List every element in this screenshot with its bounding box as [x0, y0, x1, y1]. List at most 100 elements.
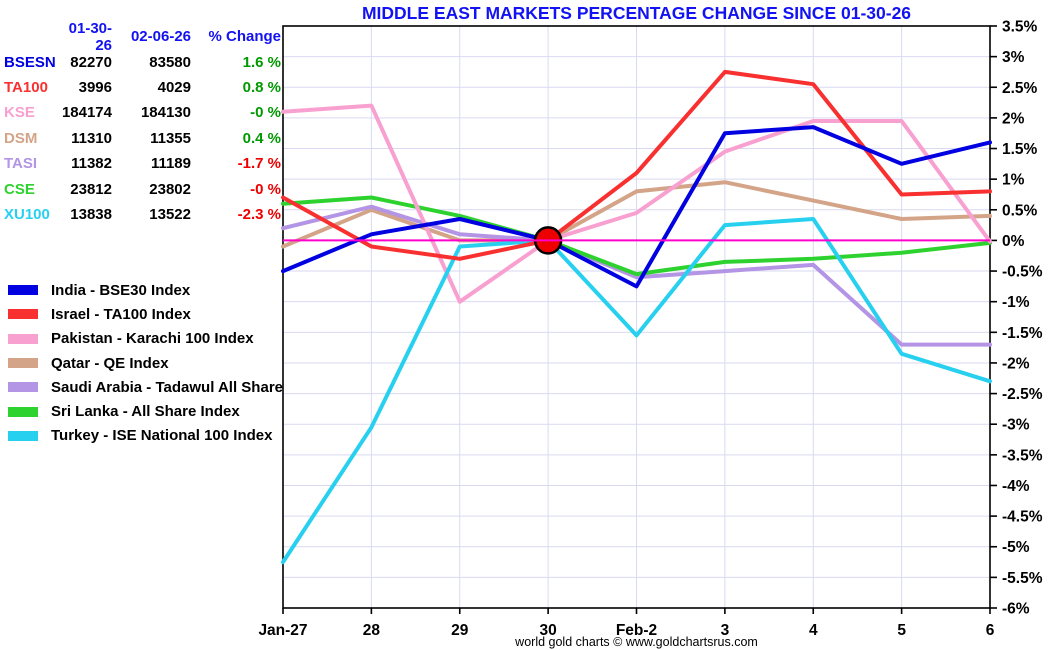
start-value: 11310 — [71, 129, 112, 147]
ticker-label: TA100 — [4, 78, 48, 96]
x-tick-label: Jan-27 — [258, 622, 307, 639]
legend-item: India - BSE30 Index — [8, 278, 283, 302]
y-tick-label: -5% — [1002, 539, 1030, 556]
y-tick-label: -0.5% — [1002, 264, 1043, 281]
y-tick-label: 0.5% — [1002, 202, 1038, 219]
legend-item: Turkey - ISE National 100 Index — [8, 424, 283, 448]
ticker-label: XU100 — [4, 205, 50, 223]
y-tick-label: 0% — [1002, 233, 1025, 250]
table-row: KSE 184174 184130 -0 % — [4, 100, 281, 125]
table-header-2: 02-06-26 — [130, 28, 191, 46]
end-value: 11189 — [150, 155, 191, 173]
table-row: DSM 11310 11355 0.4 % — [4, 126, 281, 151]
start-value: 3996 — [78, 78, 112, 96]
legend-label: Sri Lanka - All Share Index — [51, 403, 240, 421]
change-value: 0.8 % — [242, 78, 281, 96]
x-tick-label: 28 — [363, 622, 381, 639]
start-value: 23812 — [70, 180, 112, 198]
end-value: 11355 — [150, 129, 191, 147]
y-tick-label: -1% — [1002, 294, 1030, 311]
series-line-DSM — [281, 180, 992, 249]
legend-label: Qatar - QE Index — [51, 354, 169, 372]
x-tick-label: 30 — [540, 622, 557, 639]
y-tick-label: 2.5% — [1002, 80, 1038, 97]
y-tick-label: 1.5% — [1002, 141, 1038, 158]
y-tick-label: -5.5% — [1002, 570, 1043, 587]
legend-item: Saudi Arabia - Tadawul All Share — [8, 375, 283, 399]
start-value: 184174 — [61, 104, 112, 122]
legend-label: Turkey - ISE National 100 Index — [51, 427, 273, 445]
y-tick-label: -1.5% — [1002, 325, 1043, 342]
footer-credit: world gold charts © www.goldchartsrus.co… — [515, 635, 758, 649]
table-header-1: 01-30-26 — [68, 19, 112, 54]
change-value: 0.4 % — [242, 129, 281, 147]
legend-swatch — [8, 382, 38, 393]
legend-swatch — [8, 333, 38, 344]
table-row: TASI 11382 11189 -1.7 % — [4, 151, 281, 176]
ticker-label: DSM — [4, 129, 38, 147]
x-tick-label: Feb-2 — [616, 622, 657, 639]
table-row: BSESN 82270 83580 1.6 % — [4, 49, 281, 74]
legend-item: Israel - TA100 Index — [8, 302, 283, 326]
change-value: -0 % — [250, 104, 281, 122]
legend-swatch — [8, 358, 38, 369]
ticker-label: BSESN — [4, 53, 56, 71]
y-tick-label: 2% — [1002, 110, 1025, 127]
start-value: 82270 — [70, 53, 112, 71]
legend: India - BSE30 Index Israel - TA100 Index P… — [8, 278, 283, 448]
x-tick-label: 4 — [809, 622, 818, 639]
legend-swatch — [8, 285, 38, 296]
change-value: -0 % — [250, 180, 281, 198]
legend-item: Qatar - QE Index — [8, 351, 283, 375]
y-tick-label: -3% — [1002, 417, 1030, 434]
x-tick-label: 5 — [897, 622, 906, 639]
y-tick-label: 3% — [1002, 49, 1025, 66]
y-tick-label: 3.5% — [1002, 19, 1038, 36]
chart-title: MIDDLE EAST MARKETS PERCENTAGE CHANGE SI… — [361, 3, 912, 23]
x-tick-label: 29 — [451, 622, 469, 639]
legend-label: Israel - TA100 Index — [51, 305, 191, 323]
series-line-TA100 — [281, 69, 992, 261]
change-value: -1.7 % — [237, 155, 281, 173]
ticker-label: KSE — [4, 104, 35, 122]
change-value: 1.6 % — [242, 53, 281, 71]
table-row: CSE 23812 23802 -0 % — [4, 176, 281, 201]
y-tick-label: 1% — [1002, 172, 1025, 189]
end-value: 23802 — [149, 180, 191, 198]
series-line-KSE — [281, 103, 992, 304]
end-value: 184130 — [140, 104, 191, 122]
y-tick-label: -6% — [1002, 601, 1030, 618]
series-line-CSE — [281, 195, 992, 277]
start-value: 11382 — [71, 155, 112, 173]
legend-label: Pakistan - Karachi 100 Index — [51, 330, 254, 348]
legend-item: Sri Lanka - All Share Index — [8, 399, 283, 423]
change-value: -2.3 % — [237, 205, 281, 223]
y-tick-label: -2% — [1002, 355, 1030, 372]
table-header-row: 01-30-26 02-06-26 % Change — [4, 20, 281, 54]
y-tick-label: -4.5% — [1002, 509, 1043, 526]
ticker-label: TASI — [4, 155, 38, 173]
series-line-XU100 — [281, 217, 992, 565]
legend-item: Pakistan - Karachi 100 Index — [8, 327, 283, 351]
end-value: 13522 — [149, 205, 191, 223]
legend-swatch — [8, 406, 38, 417]
table-row: TA100 3996 4029 0.8 % — [4, 75, 281, 100]
start-value: 13838 — [70, 205, 112, 223]
table-header-3: % Change — [208, 28, 281, 46]
y-tick-label: -4% — [1002, 478, 1030, 495]
y-tick-label: -3.5% — [1002, 447, 1043, 464]
stats-table: 01-30-26 02-06-26 % Change BSESN 82270 83580 1… — [4, 20, 281, 227]
legend-swatch — [8, 430, 38, 441]
end-value: 4029 — [157, 78, 191, 96]
legend-label: Saudi Arabia - Tadawul All Share — [51, 378, 283, 396]
series-line-TASI — [281, 204, 992, 347]
legend-label: India - BSE30 Index — [51, 281, 191, 299]
ticker-label: CSE — [4, 180, 35, 198]
table-row: XU100 13838 13522 -2.3 % — [4, 202, 281, 227]
x-tick-label: 3 — [721, 622, 730, 639]
y-tick-label: -2.5% — [1002, 386, 1043, 403]
legend-swatch — [8, 309, 38, 320]
series-line-BSESN — [281, 125, 992, 289]
end-value: 83580 — [149, 53, 191, 71]
